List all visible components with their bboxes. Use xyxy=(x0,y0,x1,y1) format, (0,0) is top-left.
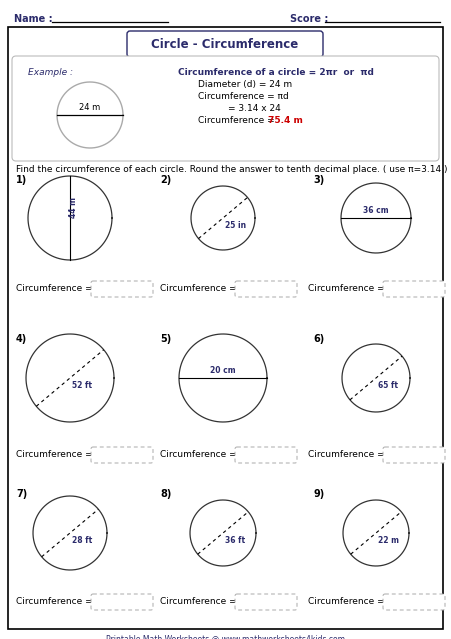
Text: 1): 1) xyxy=(16,175,27,185)
FancyBboxPatch shape xyxy=(235,281,297,297)
Text: 4): 4) xyxy=(16,334,27,344)
FancyBboxPatch shape xyxy=(127,31,323,57)
FancyBboxPatch shape xyxy=(91,447,153,463)
Text: Circumference =: Circumference = xyxy=(16,284,92,293)
FancyBboxPatch shape xyxy=(383,594,445,610)
Text: 2): 2) xyxy=(160,175,171,185)
Text: Circumference =: Circumference = xyxy=(308,597,385,606)
Text: = 3.14 x 24: = 3.14 x 24 xyxy=(228,104,281,113)
FancyBboxPatch shape xyxy=(91,281,153,297)
Text: Circle - Circumference: Circle - Circumference xyxy=(152,38,299,52)
Text: Printable Math Worksheets @ www.mathworksheets4kids.com: Printable Math Worksheets @ www.mathwork… xyxy=(106,634,345,639)
Text: 9): 9) xyxy=(313,489,324,499)
Text: Circumference =: Circumference = xyxy=(308,450,385,459)
Text: Circumference =: Circumference = xyxy=(160,597,237,606)
Text: Example :: Example : xyxy=(28,68,73,77)
Text: 52 ft: 52 ft xyxy=(72,381,92,390)
Text: 20 cm: 20 cm xyxy=(210,366,236,375)
Text: 22 m: 22 m xyxy=(378,536,399,545)
Text: 44 m: 44 m xyxy=(69,197,78,218)
Text: 5): 5) xyxy=(160,334,171,344)
Text: 6): 6) xyxy=(313,334,324,344)
Text: Diameter (d) = 24 m: Diameter (d) = 24 m xyxy=(198,80,292,89)
Text: Circumference = πd: Circumference = πd xyxy=(198,92,289,101)
Text: Score :: Score : xyxy=(290,14,328,24)
Text: 28 ft: 28 ft xyxy=(72,536,92,545)
Text: 24 m: 24 m xyxy=(79,103,101,112)
Text: 25 in: 25 in xyxy=(225,221,246,230)
Text: 65 ft: 65 ft xyxy=(378,381,398,390)
Text: 75.4 m: 75.4 m xyxy=(268,116,303,125)
Text: 36 ft: 36 ft xyxy=(225,536,245,545)
Text: Name :: Name : xyxy=(14,14,53,24)
FancyBboxPatch shape xyxy=(383,281,445,297)
Text: Circumference of a circle = 2πr  or  πd: Circumference of a circle = 2πr or πd xyxy=(178,68,374,77)
Text: 7): 7) xyxy=(16,489,27,499)
Text: Find the circumference of each circle. Round the answer to tenth decimal place. : Find the circumference of each circle. R… xyxy=(16,165,447,174)
FancyBboxPatch shape xyxy=(8,27,443,629)
FancyBboxPatch shape xyxy=(235,447,297,463)
Text: Circumference =: Circumference = xyxy=(198,116,277,125)
Text: Circumference =: Circumference = xyxy=(160,450,237,459)
Text: Circumference =: Circumference = xyxy=(16,597,92,606)
FancyBboxPatch shape xyxy=(235,594,297,610)
Text: Circumference =: Circumference = xyxy=(308,284,385,293)
FancyBboxPatch shape xyxy=(12,56,439,161)
Text: Circumference =: Circumference = xyxy=(16,450,92,459)
Text: 8): 8) xyxy=(160,489,171,499)
FancyBboxPatch shape xyxy=(91,594,153,610)
Text: 36 cm: 36 cm xyxy=(363,206,389,215)
Text: 3): 3) xyxy=(313,175,324,185)
Text: Circumference =: Circumference = xyxy=(160,284,237,293)
FancyBboxPatch shape xyxy=(383,447,445,463)
